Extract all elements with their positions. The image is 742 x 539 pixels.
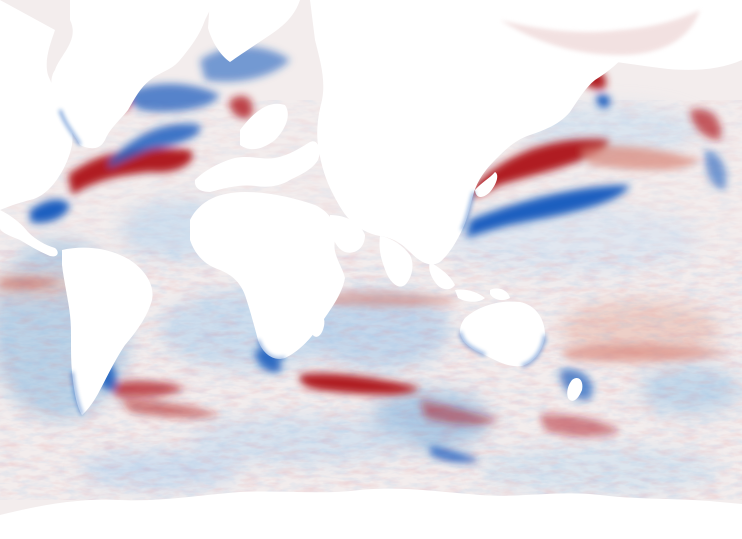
scandinavia bbox=[240, 103, 288, 150]
acc-warm bbox=[299, 373, 420, 395]
new-zealand bbox=[567, 378, 583, 401]
coastal-boundary-currents bbox=[58, 109, 547, 416]
india bbox=[379, 236, 413, 287]
madagascar bbox=[311, 315, 325, 337]
arabia bbox=[330, 215, 365, 253]
africa bbox=[190, 192, 345, 359]
north-america bbox=[0, 0, 742, 210]
asia bbox=[310, 0, 742, 265]
antarctica bbox=[0, 488, 742, 539]
japan bbox=[475, 172, 498, 197]
south-america bbox=[62, 247, 153, 415]
maritime-continent bbox=[429, 262, 510, 302]
kuroshio-warm bbox=[472, 139, 610, 198]
europe bbox=[194, 141, 320, 192]
australia bbox=[460, 301, 545, 367]
kuroshio-cold bbox=[466, 185, 630, 238]
gulf-stream-warm bbox=[68, 148, 193, 195]
gulf-stream-cold bbox=[30, 199, 70, 223]
central-america bbox=[0, 210, 58, 257]
greenland bbox=[208, 0, 300, 62]
arctic-pacific-sector bbox=[500, 10, 700, 55]
